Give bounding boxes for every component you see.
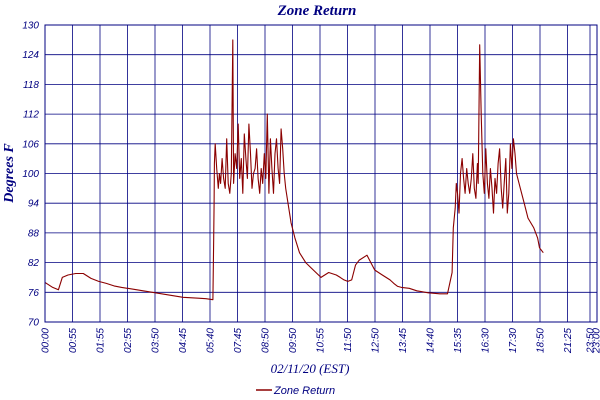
y-tick-labels: 70 76 82 88 94 100 106 112 118 124 130 [22, 21, 39, 329]
y-tick-label: 100 [22, 169, 39, 180]
x-tick-label: 00:00 [41, 328, 52, 353]
series-layer [44, 39, 544, 301]
x-axis-label: 02/11/20 (EST) [271, 361, 350, 376]
x-tick-label: 10:55 [316, 328, 327, 353]
y-tick-label: 112 [23, 110, 39, 121]
y-tick-label: 118 [23, 80, 39, 91]
x-tick-label: 16:30 [481, 328, 492, 353]
y-tick-label: 106 [22, 139, 39, 150]
legend-label: Zone Return [273, 385, 335, 397]
y-tick-label: 130 [22, 21, 39, 32]
chart-title: Zone Return [277, 3, 357, 19]
x-tick-label: 11:50 [343, 328, 354, 353]
x-tick-label: 04:45 [178, 328, 189, 353]
x-tick-label: 14:40 [426, 328, 437, 353]
x-tick-label: 23:00 [592, 328, 600, 354]
x-tick-labels: 00:00 00:55 01:55 02:55 03:50 04:45 05:40 07:45… [41, 328, 600, 354]
y-tick-label: 82 [28, 258, 40, 269]
x-tick-label: 07:45 [233, 328, 244, 353]
y-tick-label: 88 [28, 228, 40, 239]
y-tick-label: 70 [28, 318, 40, 329]
x-tick-label: 03:50 [151, 328, 162, 353]
y-tick-label: 76 [28, 288, 40, 299]
x-tick-label: 05:40 [206, 328, 217, 353]
x-tick-label: 17:30 [508, 328, 519, 353]
x-tick-label: 02:55 [123, 328, 134, 353]
x-tick-label: 21:25 [563, 328, 574, 354]
x-tick-label: 09:50 [288, 328, 299, 353]
x-tick-label: 12:50 [371, 328, 382, 353]
y-axis-label: Degrees F [2, 143, 17, 204]
x-tick-label: 23:50 [586, 328, 597, 354]
x-tick-label: 01:55 [96, 328, 107, 353]
x-tick-label: 08:50 [261, 328, 272, 353]
y-tick-label: 94 [28, 199, 40, 210]
legend: Zone Return [256, 385, 335, 397]
x-tick-label: 15:35 [453, 328, 464, 353]
series-line-zone-return [44, 39, 544, 301]
x-tick-label: 18:50 [536, 328, 547, 353]
x-tick-label: 13:45 [398, 328, 409, 353]
y-tick-label: 124 [22, 50, 39, 61]
plot-border [44, 24, 598, 323]
x-tick-label: 00:55 [68, 328, 79, 353]
